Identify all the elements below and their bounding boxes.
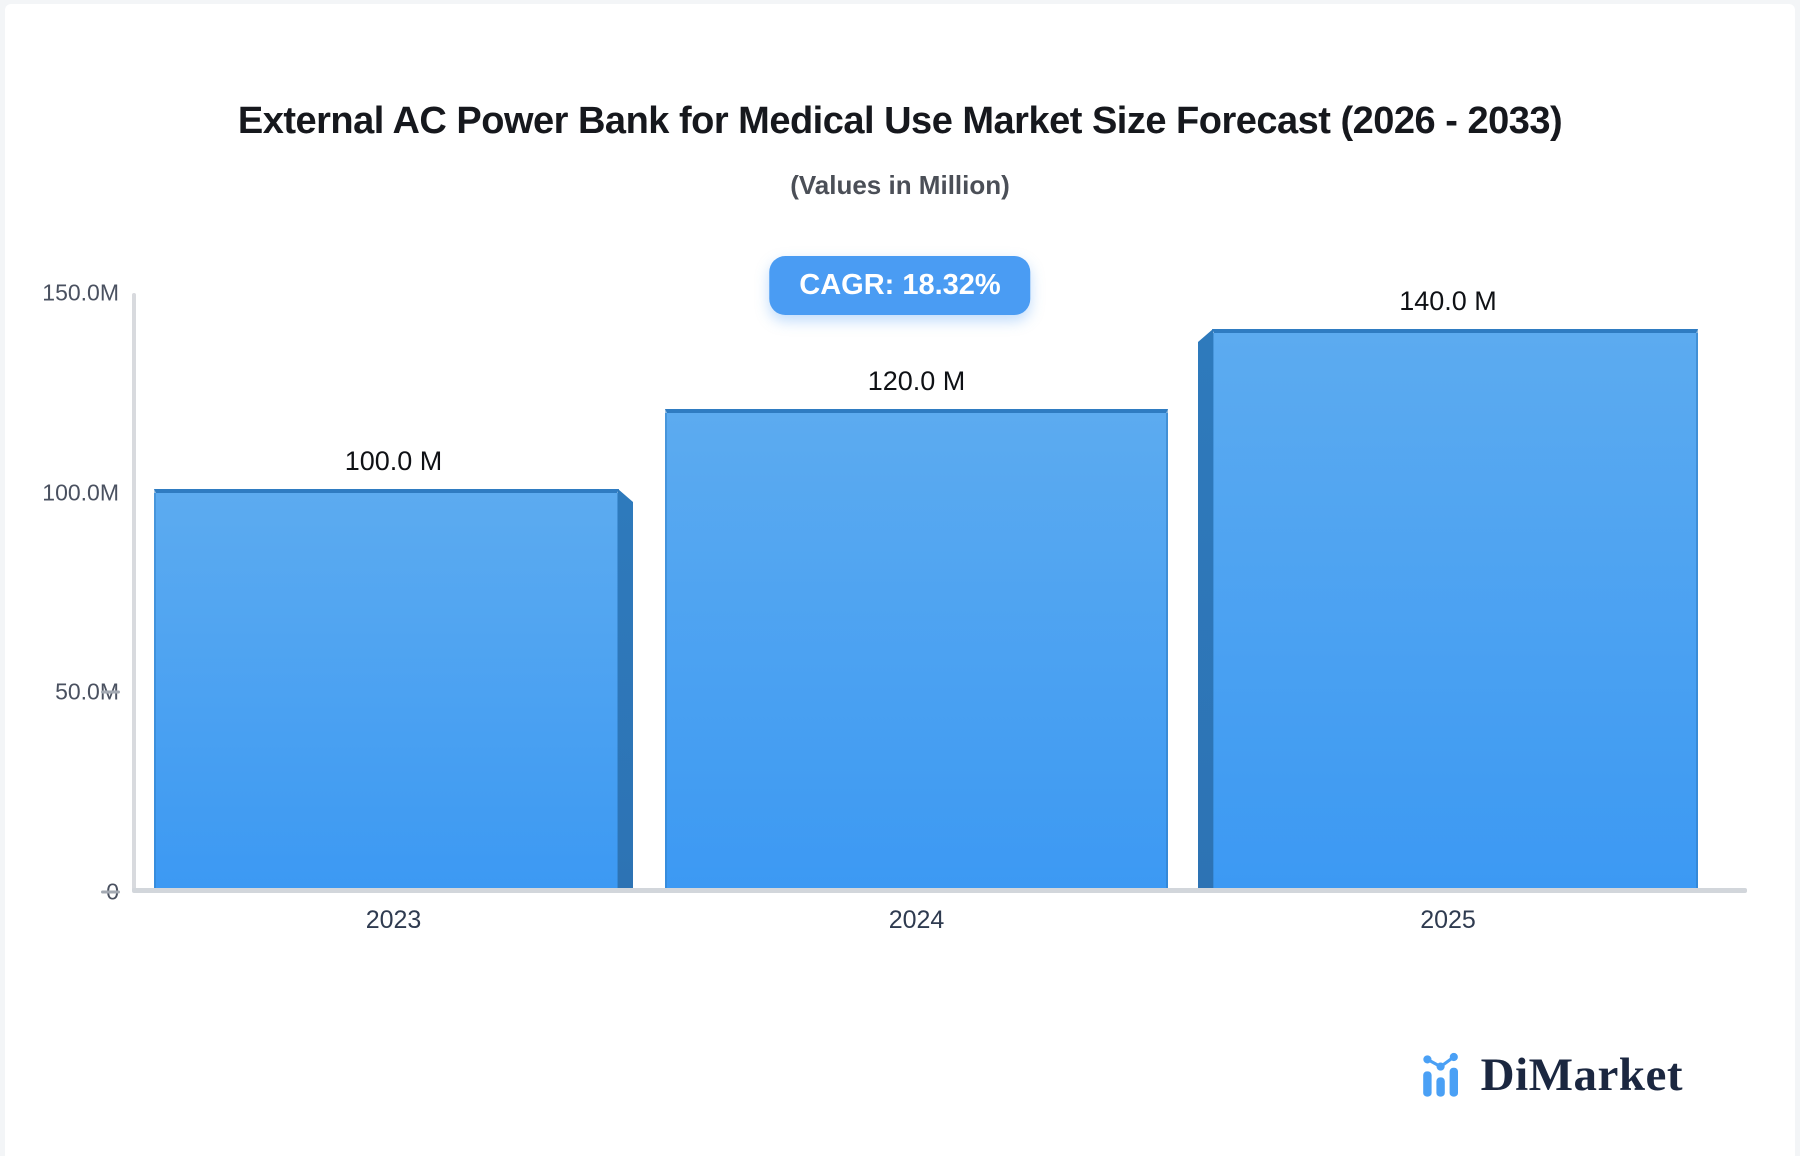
bar-value-label: 140.0 M (1399, 286, 1497, 316)
brand-name: DiMarket (1480, 1049, 1683, 1101)
chart-subtitle: (Values in Million) (790, 170, 1010, 200)
bar-3d-side (618, 489, 633, 888)
bar-3d-side (1198, 329, 1213, 888)
x-axis-label-2023: 2023 (365, 906, 422, 934)
bar-2024[interactable] (665, 409, 1168, 888)
brand-logo: DiMarket (1419, 1048, 1683, 1102)
bar-value-label: 120.0 M (867, 366, 966, 396)
bar-2025[interactable] (1212, 329, 1698, 888)
y-tick-dash (101, 890, 120, 894)
x-axis-line (132, 888, 1747, 893)
y-tick-label: 100.0M (42, 479, 119, 506)
x-axis-label-2025: 2025 (1420, 906, 1476, 934)
y-tick-dash (101, 690, 120, 694)
chart-card: External AC Power Bank for Medical Use M… (5, 4, 1795, 1156)
y-axis-line (132, 293, 136, 892)
plot-area: 150.0M 100.0M 50.0M 0 100.0 M 2023 120.0… (5, 4, 1795, 1156)
y-tick-label: 150.0M (42, 279, 119, 306)
bar-2023[interactable] (154, 489, 619, 888)
cagr-badge: CAGR: 18.32% (769, 256, 1031, 315)
x-axis-label-2024: 2024 (888, 906, 945, 934)
bar-chart-logo-icon (1419, 1051, 1467, 1099)
bar-value-label: 100.0 M (344, 446, 443, 476)
chart-title: External AC Power Bank for Medical Use M… (237, 100, 1563, 142)
